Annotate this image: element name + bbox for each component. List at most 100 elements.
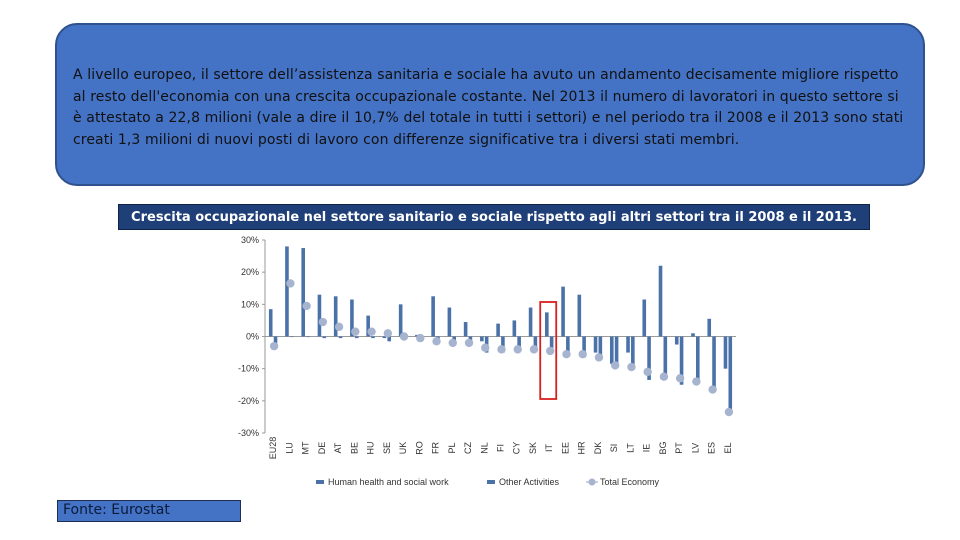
bar-health-social-work [268,309,273,337]
x-tick-label: SE [382,442,392,454]
bar-health-social-work [545,312,549,337]
point-total-economy [351,327,360,336]
bar-health-social-work [707,318,712,337]
bar-other-activities [322,336,327,339]
bar-health-social-work [723,336,728,369]
y-tick-label: 20% [241,267,259,277]
bar-other-activities [679,336,684,385]
bar-health-social-work [480,336,484,342]
bar-health-social-work [447,307,452,337]
highlight-box-it [539,301,558,400]
x-tick-label: EU28 [268,437,278,460]
bar-health-social-work [496,323,500,337]
legend-label: Other Activities [499,477,560,487]
bar-health-social-work [609,336,614,364]
bar-other-activities [468,336,473,342]
point-total-economy [383,329,393,338]
bar-other-activities [614,336,619,366]
x-tick-label: IE [642,444,652,453]
bar-health-social-work [658,265,663,337]
legend-label: Total Economy [600,477,660,487]
legend-swatch [487,480,495,484]
x-tick-label: EL [723,442,733,453]
x-tick-label: LV [690,443,700,453]
bar-health-social-work [366,315,370,337]
point-total-economy [269,341,279,351]
point-total-economy [724,407,734,417]
legend-swatch [316,480,324,484]
bar-other-activities [582,336,586,358]
bar-health-social-work [528,307,533,337]
x-tick-label: AT [333,442,343,453]
bar-other-activities [728,336,733,411]
point-total-economy [334,322,344,332]
bar-other-activities [306,336,310,338]
x-tick-label: LT [625,443,635,453]
bar-health-social-work [674,336,679,345]
y-tick-label: 30% [241,235,259,245]
bar-health-social-work [463,322,468,337]
point-total-economy [708,385,717,394]
x-tick-label: LU [284,442,294,454]
point-total-economy [367,327,376,336]
point-total-economy [302,301,311,311]
x-tick-label: CZ [463,442,473,454]
x-tick-label: HR [577,441,587,454]
chart-title: Crescita occupazionale nel settore sanit… [118,204,870,230]
intro-text: A livello europeo, il settore dell’assis… [73,67,904,148]
bar-health-social-work [301,248,306,337]
point-total-economy [432,337,441,346]
legend-label: Human health and social work [328,477,449,487]
point-total-economy [594,353,604,362]
bar-other-activities [387,336,392,342]
bar-other-activities [566,336,570,355]
x-tick-label: PL [447,442,457,453]
x-tick-label: SK [528,442,538,454]
bar-health-social-work [398,304,403,337]
point-total-economy [546,346,555,356]
x-tick-label: FI [496,444,506,452]
bar-other-activities [517,336,521,348]
intro-box: A livello europeo, il settore dell’assis… [55,23,925,186]
bar-other-activities [338,336,343,339]
x-tick-label: MT [301,441,311,454]
bar-other-activities [695,336,700,382]
bar-health-social-work [350,299,354,337]
x-tick-label: PT [674,442,684,454]
point-total-economy [692,377,701,386]
bar-other-activities [533,336,538,348]
point-total-economy [562,349,571,359]
y-tick-label: -10% [238,364,259,374]
point-total-economy [286,279,295,288]
point-total-economy [675,374,685,383]
bar-other-activities [371,336,375,339]
point-total-economy [659,372,669,381]
x-tick-label: BE [349,442,359,454]
x-tick-label: EE [560,442,570,454]
bar-health-social-work [626,336,630,353]
point-total-economy [627,362,636,372]
bar-other-activities [647,336,651,380]
point-total-economy [513,345,522,354]
bar-other-activities [598,336,603,360]
x-tick-label: DE [317,442,327,455]
point-total-economy [416,333,425,343]
point-total-economy [578,349,587,359]
point-total-economy [529,345,539,354]
bar-other-activities [501,336,505,353]
x-tick-label: SI [609,444,619,453]
y-tick-label: -20% [238,396,259,406]
bar-health-social-work [593,336,598,353]
x-tick-label: HU [366,442,376,455]
x-tick-label: DK [593,442,603,455]
point-total-economy [497,345,506,354]
x-tick-label: NL [479,442,489,454]
x-tick-label: IT [544,443,554,452]
bar-other-activities [549,336,554,348]
bar-health-social-work [431,296,435,337]
legend-swatch-point [588,478,596,486]
bar-other-activities [273,336,278,347]
y-tick-label: 10% [241,299,259,309]
bar-health-social-work [317,294,322,337]
